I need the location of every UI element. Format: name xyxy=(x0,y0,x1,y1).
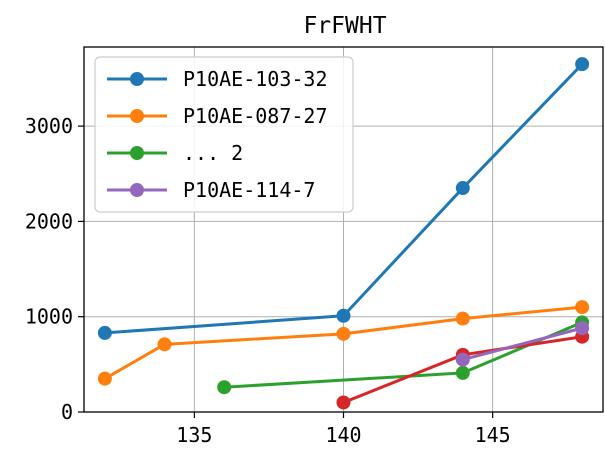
legend-item: P10AE-103-32 xyxy=(107,67,328,91)
legend-label: ... 2 xyxy=(183,141,243,165)
legend-item: ... 2 xyxy=(107,141,243,165)
x-tick-label: 140 xyxy=(325,423,361,447)
legend-swatch-marker xyxy=(130,72,144,86)
x-tick-label: 145 xyxy=(475,423,511,447)
data-point xyxy=(217,380,232,395)
y-tick-label: 2000 xyxy=(25,209,73,233)
data-point xyxy=(575,300,590,315)
y-tick-label: 0 xyxy=(61,400,73,424)
y-tick-label: 3000 xyxy=(25,114,73,138)
chart-title: FrFWHT xyxy=(303,13,386,39)
y-tick-label: 1000 xyxy=(25,305,73,329)
axes: 135 140 145 0 1000 2000 3000 xyxy=(25,46,604,447)
series-1 xyxy=(97,57,590,340)
data-point xyxy=(336,308,351,323)
data-point xyxy=(336,395,351,410)
legend-swatch-marker xyxy=(130,109,144,123)
legend-label: P10AE-103-32 xyxy=(183,67,328,91)
legend-box xyxy=(94,56,354,213)
legend-label: P10AE-114-7 xyxy=(183,178,315,202)
data-point xyxy=(336,326,351,341)
data-point xyxy=(455,365,470,380)
legend-item: P10AE-114-7 xyxy=(107,178,315,202)
data-point xyxy=(455,181,470,196)
series-2 xyxy=(97,300,590,386)
series-group xyxy=(97,57,590,410)
legend-label: P10AE-087-27 xyxy=(183,104,328,128)
data-point xyxy=(157,337,172,352)
x-tick-label: 135 xyxy=(176,423,212,447)
legend: P10AE-103-32 P10AE-087-27 ... 2 P10AE-114-7 xyxy=(94,56,354,213)
series-line xyxy=(104,63,584,335)
data-point xyxy=(455,352,470,367)
series-5 xyxy=(455,321,590,367)
data-point xyxy=(97,325,112,340)
legend-swatch-marker xyxy=(130,146,144,160)
series-line xyxy=(462,326,583,362)
data-point xyxy=(575,321,590,336)
legend-item: P10AE-087-27 xyxy=(107,104,328,128)
legend-swatch-marker xyxy=(130,183,144,197)
data-point xyxy=(575,57,590,72)
data-point xyxy=(455,311,470,326)
data-point xyxy=(97,371,112,386)
